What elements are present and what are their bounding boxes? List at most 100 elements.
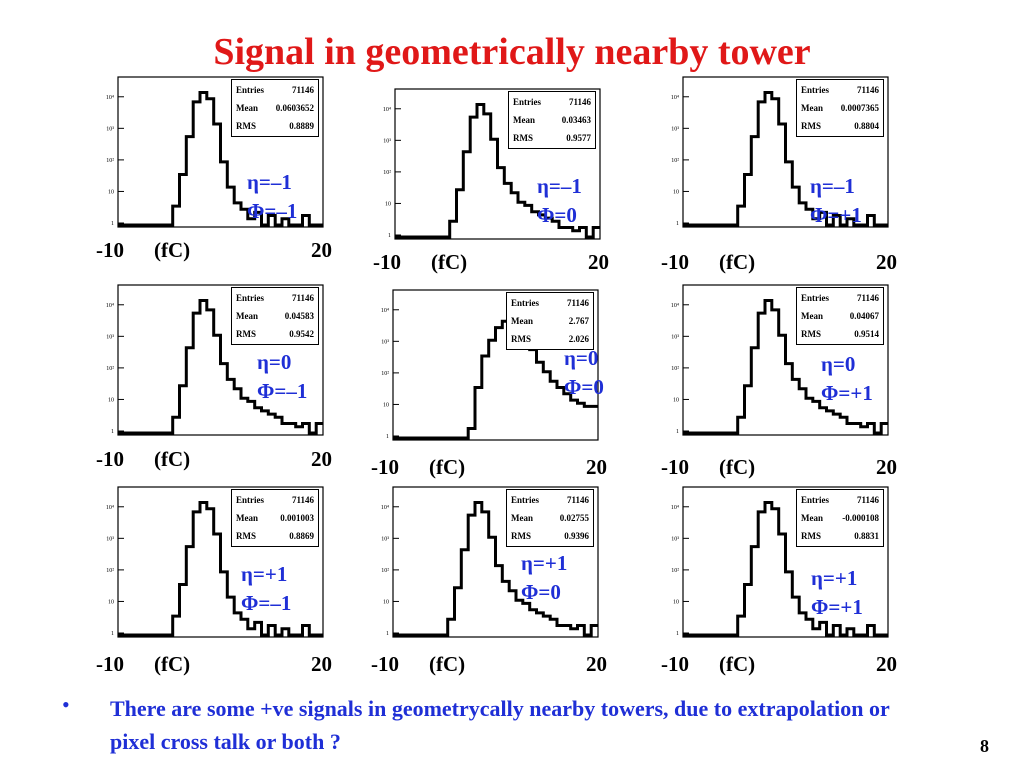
- stats-label: RMS: [236, 329, 256, 339]
- histogram-panel: 10⁴ 10³ 10² 10 1 Entries 71146 Mean 0.02755 RMS 0.…: [381, 486, 608, 642]
- y-tick-label: 10⁴: [381, 505, 389, 511]
- stats-row-mean: Mean 0.0603652: [236, 99, 314, 117]
- plot-frame: [117, 486, 324, 638]
- stats-value: 2.026: [568, 334, 589, 344]
- histogram-line: [118, 91, 323, 227]
- eta-value: η=–1: [247, 170, 292, 194]
- stats-row-rms: RMS 0.9514: [801, 325, 879, 343]
- histogram-line: [683, 501, 888, 637]
- histogram-plot: 10⁴ 10³ 10² 10 1: [381, 486, 599, 638]
- y-tick-label: 10³: [671, 536, 679, 542]
- eta-value: η=0: [821, 352, 856, 376]
- x-axis-max: 20: [311, 652, 332, 676]
- stats-label: Mean: [236, 513, 258, 523]
- eta-phi-label: η=0 Φ=–1: [257, 348, 307, 406]
- stats-value: 71146: [291, 495, 314, 505]
- x-axis-min: -10: [661, 250, 689, 274]
- stats-row-rms: RMS 0.8831: [801, 527, 879, 545]
- y-tick-label: 10²: [381, 568, 389, 574]
- y-tick-label: 10³: [106, 126, 114, 132]
- stats-value: 71146: [568, 97, 591, 107]
- y-tick-label: 1: [386, 631, 389, 637]
- stats-value: 0.9577: [566, 133, 591, 143]
- x-axis-min: -10: [96, 238, 124, 262]
- stats-label: Mean: [801, 103, 823, 113]
- x-axis-min: -10: [371, 652, 399, 676]
- stats-value: 71146: [566, 298, 589, 308]
- x-axis-unit: (fC): [431, 250, 468, 274]
- x-axis-min: -10: [661, 455, 689, 479]
- histogram-panel: 10⁴ 10³ 10² 10 1 Entries 71146 Mean 0.0603652 RMS…: [106, 76, 333, 232]
- histogram-plot: 10⁴ 10³ 10² 10 1: [106, 284, 324, 436]
- y-tick-label: 10: [383, 402, 389, 408]
- stats-box: Entries 71146 Mean 0.04583 RMS 0.9542: [231, 287, 319, 345]
- histogram-plot: 10⁴ 10³ 10² 10 1: [383, 88, 601, 240]
- stats-label: Mean: [513, 115, 535, 125]
- eta-value: η=0: [564, 346, 599, 370]
- stats-row-rms: RMS 0.9577: [513, 129, 591, 147]
- stats-value: 71146: [291, 293, 314, 303]
- eta-phi-label: η=–1 Φ=+1: [810, 172, 862, 230]
- y-tick-label: 10⁴: [671, 505, 679, 511]
- slide-title: Signal in geometrically nearby tower: [213, 31, 811, 73]
- phi-value: Φ=+1: [810, 203, 862, 227]
- y-tick-label: 10: [385, 201, 391, 207]
- stats-label: Entries: [513, 97, 541, 107]
- y-tick-label: 10²: [671, 366, 679, 372]
- eta-value: η=+1: [811, 566, 858, 590]
- phi-value: Φ=–1: [257, 379, 308, 403]
- y-tick-label: 10²: [106, 568, 114, 574]
- x-axis-max: 20: [311, 447, 332, 471]
- eta-phi-label: η=0 Φ=0: [564, 344, 604, 402]
- stats-row-rms: RMS 0.9396: [511, 527, 589, 545]
- y-tick-label: 1: [676, 631, 679, 637]
- y-tick-label: 10: [108, 397, 114, 403]
- stats-value: 0.8804: [854, 121, 879, 131]
- stats-row-entries: Entries 71146: [801, 289, 879, 307]
- y-tick-label: 10³: [381, 339, 389, 345]
- stats-value: 71146: [856, 293, 879, 303]
- y-tick-label: 10⁴: [671, 95, 679, 101]
- x-axis-min: -10: [373, 250, 401, 274]
- phi-value: Φ=0: [564, 375, 604, 399]
- eta-value: η=+1: [241, 562, 288, 586]
- stats-label: RMS: [801, 531, 821, 541]
- y-tick-label: 10²: [671, 158, 679, 164]
- histogram-panel: 10⁴ 10³ 10² 10 1 Entries 71146 Mean 0.0007365 RMS…: [671, 76, 898, 232]
- stats-label: Mean: [236, 311, 258, 321]
- stats-value: 0.9542: [289, 329, 314, 339]
- y-tick-label: 10⁴: [383, 107, 391, 113]
- stats-row-entries: Entries 71146: [801, 81, 879, 99]
- x-axis-max: 20: [311, 238, 332, 262]
- y-tick-label: 10: [108, 189, 114, 195]
- y-tick-label: 1: [111, 631, 114, 637]
- stats-row-rms: RMS 0.8889: [236, 117, 314, 135]
- plot-frame: [117, 284, 324, 436]
- stats-label: Entries: [801, 495, 829, 505]
- stats-row-entries: Entries 71146: [513, 93, 591, 111]
- bullet-marker: •: [62, 692, 70, 717]
- y-tick-label: 10²: [671, 568, 679, 574]
- y-tick-label: 10: [673, 599, 679, 605]
- stats-value: 0.04067: [849, 311, 879, 321]
- stats-label: Mean: [236, 103, 258, 113]
- bullet-note: There are some +ve signals in geometryca…: [110, 696, 890, 754]
- stats-value: 71146: [856, 495, 879, 505]
- y-tick-label: 10⁴: [106, 303, 114, 309]
- histogram-line: [683, 299, 888, 435]
- histogram-plot: 10⁴ 10³ 10² 10 1: [106, 76, 324, 228]
- x-axis-max: 20: [588, 250, 609, 274]
- stats-box: Entries 71146 Mean 0.0007365 RMS 0.8804: [796, 79, 884, 137]
- histogram-line: [683, 91, 888, 227]
- plot-frame: [392, 486, 599, 638]
- stats-label: RMS: [236, 121, 256, 131]
- stats-box: Entries 71146 Mean 0.02755 RMS 0.9396: [506, 489, 594, 547]
- x-axis-min: -10: [96, 447, 124, 471]
- stats-value: 0.0603652: [275, 103, 314, 113]
- histogram-line: [395, 103, 600, 239]
- histogram-panel: 10⁴ 10³ 10² 10 1 Entries 71146 Mean 2.767 RMS 2.02…: [381, 289, 608, 445]
- stats-label: Entries: [511, 495, 539, 505]
- x-axis-unit: (fC): [154, 447, 191, 471]
- x-axis-max: 20: [586, 455, 607, 479]
- plot-frame: [392, 289, 599, 441]
